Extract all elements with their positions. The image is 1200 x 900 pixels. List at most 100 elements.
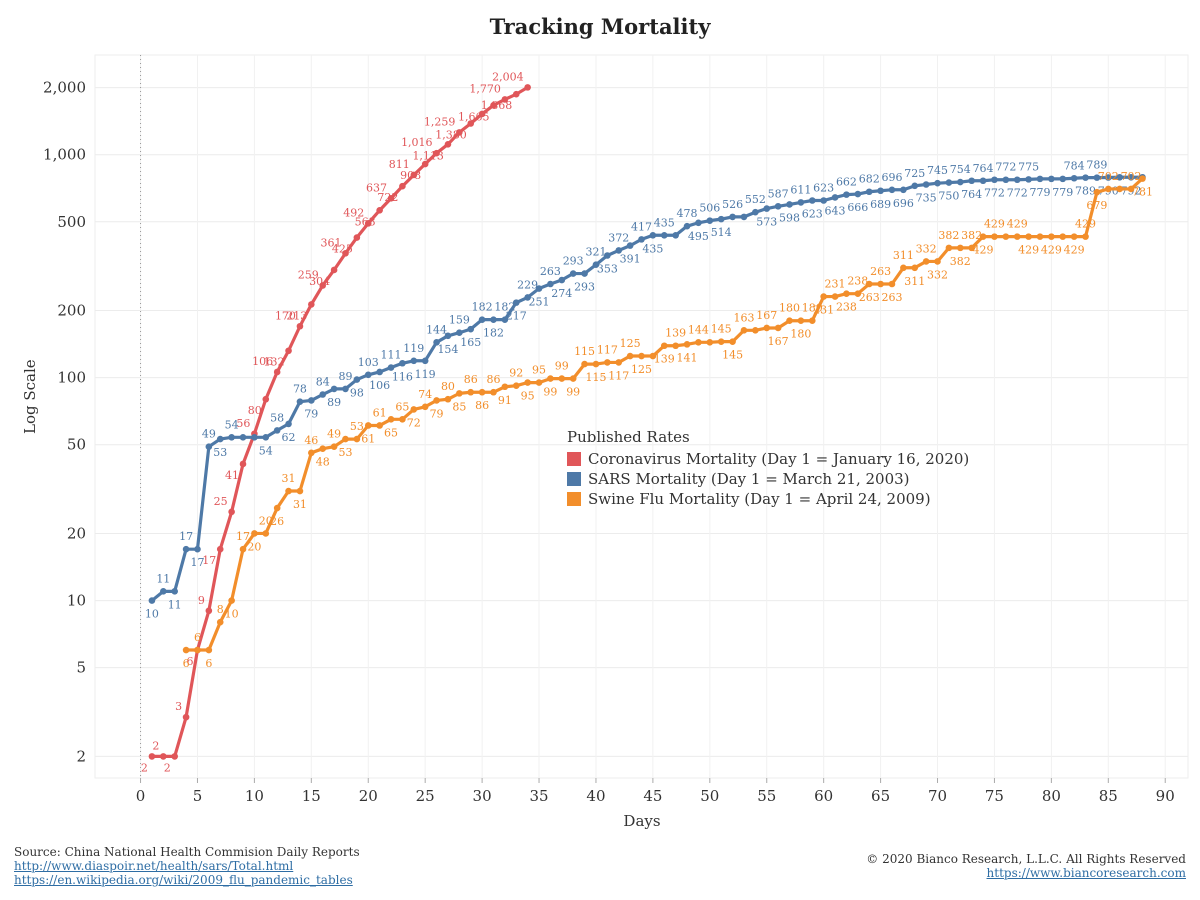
sars-point	[752, 208, 759, 216]
source-link-sars[interactable]: http://www.diaspoir.net/health/sars/Tota…	[14, 859, 294, 873]
sars-data-label: 696	[881, 171, 902, 184]
sars-data-label: 750	[938, 190, 959, 203]
x-tick-label: 60	[814, 787, 833, 805]
sars-data-label: 103	[358, 356, 379, 369]
swine-flu-point	[569, 375, 577, 382]
sars-point	[558, 276, 566, 284]
swine-flu-data-label: 429	[1018, 244, 1039, 257]
swine-flu-data-label: 91	[498, 394, 512, 407]
x-tick-label: 40	[586, 787, 605, 805]
swine-flu-point	[1013, 233, 1021, 240]
swine-flu-point	[467, 388, 475, 396]
coronavirus-point	[171, 753, 178, 760]
swine-flu-data-label: 99	[543, 386, 557, 399]
swine-flu-data-label: 31	[282, 472, 296, 485]
coronavirus-point	[524, 84, 531, 91]
swine-flu-data-label: 10	[225, 608, 239, 621]
swine-flu-point	[660, 342, 668, 350]
sars-point	[547, 280, 554, 288]
website-link[interactable]: https://www.biancoresearch.com	[986, 866, 1186, 880]
swine-flu-point	[831, 293, 839, 300]
y-axis-label: Log Scale	[21, 359, 39, 434]
sars-data-label: 623	[813, 182, 834, 195]
coronavirus-point	[308, 301, 315, 308]
sars-line	[150, 175, 1143, 602]
swine-flu-point	[581, 360, 588, 368]
sars-point	[239, 433, 247, 441]
swine-flu-data-label: 167	[756, 309, 777, 322]
sars-point	[1036, 175, 1044, 183]
sars-point	[956, 178, 964, 186]
swine-flu-point	[865, 280, 873, 288]
swine-flu-data-label: 61	[373, 406, 387, 419]
coronavirus-data-label: 259	[298, 268, 319, 281]
sars-point	[433, 339, 440, 346]
coronavirus-data-label: 132	[264, 356, 285, 369]
swine-flu-data-label: 125	[631, 363, 652, 376]
swine-flu-point	[911, 264, 919, 272]
swine-flu-data-label: 31	[293, 498, 307, 511]
sars-point	[296, 398, 304, 405]
sars-point	[387, 364, 395, 371]
sars-data-label: 165	[460, 336, 481, 349]
sars-point	[979, 177, 987, 185]
swine-flu-point	[854, 290, 862, 297]
sars-point	[216, 435, 224, 443]
swine-flu-point	[888, 280, 896, 288]
swine-flu-data-label: 144	[688, 323, 709, 336]
swine-flu-point	[615, 359, 623, 366]
sars-point	[786, 201, 793, 208]
y-tick-label: 20	[67, 524, 86, 542]
sars-data-label: 293	[574, 281, 595, 294]
y-tick-label: 1,000	[43, 146, 86, 164]
coronavirus-point	[228, 508, 235, 516]
sars-point	[763, 205, 771, 212]
swine-flu-data-label: 238	[847, 275, 868, 288]
sars-data-label: 662	[836, 176, 857, 189]
sars-data-label: 735	[916, 191, 937, 204]
sars-data-label: 89	[327, 396, 341, 409]
swine-flu-point	[456, 390, 463, 397]
legend-label-swine-flu: Swine Flu Mortality (Day 1 = April 24, 2…	[588, 490, 931, 508]
swine-flu-data-label: 20	[259, 514, 273, 527]
y-tick-label: 10	[67, 592, 86, 610]
sars-point	[330, 385, 338, 393]
sars-point	[945, 179, 953, 186]
x-tick-label: 35	[529, 787, 548, 805]
swine-flu-point	[786, 317, 793, 325]
source-text: Source: China National Health Commision …	[14, 845, 360, 859]
sars-data-label: 779	[1029, 186, 1050, 199]
sars-point	[729, 213, 736, 221]
sars-point	[364, 371, 372, 379]
swine-flu-point	[342, 435, 349, 443]
swine-flu-point	[1116, 185, 1123, 193]
legend-item-sars[interactable]: SARS Mortality (Day 1 = March 21, 2003)	[567, 469, 969, 489]
sars-data-label: 321	[585, 246, 606, 259]
sars-point	[900, 186, 907, 194]
legend-item-swine-flu[interactable]: Swine Flu Mortality (Day 1 = April 24, 2…	[567, 489, 969, 509]
swine-flu-point	[501, 383, 509, 391]
swine-flu-point	[1048, 233, 1055, 240]
y-tick-label: 500	[57, 213, 86, 231]
sars-data-label: 623	[802, 208, 823, 221]
sars-data-label: 54	[225, 418, 239, 431]
sars-data-label: 417	[631, 220, 652, 233]
legend-item-coronavirus[interactable]: Coronavirus Mortality (Day 1 = January 1…	[567, 449, 969, 469]
y-tick-label: 50	[67, 436, 86, 454]
swine-flu-point	[478, 388, 486, 396]
swine-flu-point	[626, 352, 634, 360]
swine-flu-point	[296, 487, 304, 495]
swine-flu-data-label: 263	[859, 291, 880, 304]
swine-flu-data-label: 65	[395, 400, 409, 413]
x-tick-label: 90	[1156, 787, 1175, 805]
swine-flu-point	[433, 397, 440, 404]
legend-label-coronavirus: Coronavirus Mortality (Day 1 = January 1…	[588, 450, 970, 468]
x-tick-label: 85	[1099, 787, 1118, 805]
coronavirus-point	[467, 120, 475, 127]
sars-data-label: 435	[642, 242, 663, 255]
sars-data-label: 372	[608, 231, 629, 244]
coronavirus-data-label: 304	[309, 275, 330, 288]
swine-flu-data-label: 163	[733, 311, 754, 324]
swine-flu-data-label: 8	[217, 603, 224, 616]
source-link-wikipedia[interactable]: https://en.wikipedia.org/wiki/2009_flu_p…	[14, 873, 353, 887]
